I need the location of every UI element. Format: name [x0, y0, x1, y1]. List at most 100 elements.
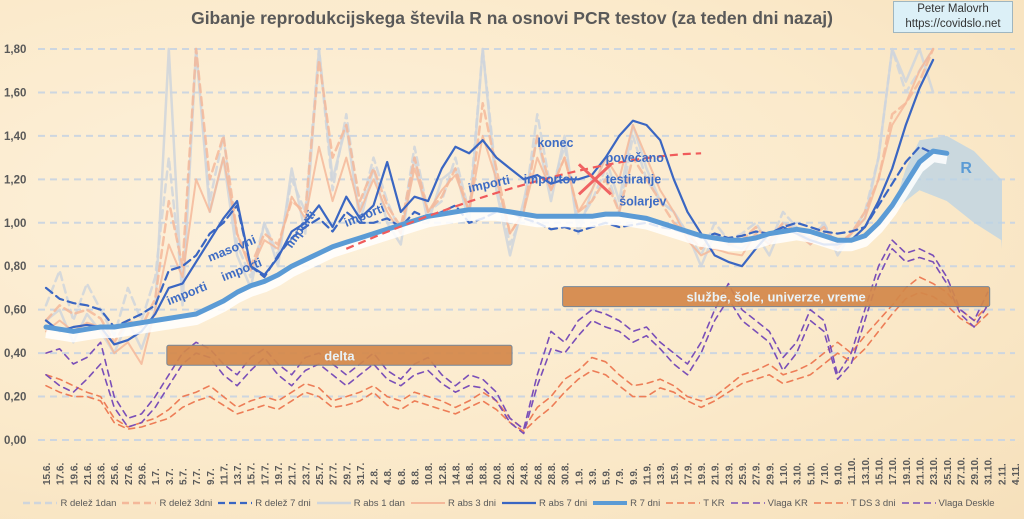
legend-label: T KR — [703, 497, 725, 509]
x-tick-label: 22.8. — [506, 463, 517, 485]
legend-label: R delež 7 dni — [255, 497, 311, 509]
y-tick-label: 1,40 — [4, 131, 26, 143]
series-line-vlaga-kr — [45, 239, 989, 430]
series-line-r-abs-7-dni — [44, 58, 935, 346]
x-tick-label: 7.7. — [192, 468, 203, 485]
legend-swatch-icon — [666, 502, 701, 504]
y-tick-label: 0,60 — [4, 305, 26, 317]
series-line-r-7-dni — [43, 148, 950, 334]
x-tick-label: 21.6. — [83, 463, 94, 485]
x-tick-label: 16.8. — [465, 463, 476, 485]
x-tick-label: 8.8. — [410, 468, 421, 485]
legend-swatch-icon — [730, 502, 765, 504]
legend-item[interactable]: R delež 7 dni — [218, 497, 311, 509]
x-tick-label: 27.6. — [124, 463, 135, 485]
x-tick-label: 18.8. — [479, 463, 490, 485]
annotation-label: konec — [537, 136, 573, 150]
annotation-box-label: službe, šole, univerze, vreme — [687, 290, 866, 305]
x-tick-label: 6.8. — [397, 468, 408, 485]
x-tick-label: 3.10. — [793, 463, 804, 485]
legend-swatch-icon — [813, 502, 848, 504]
legend-item[interactable]: Vlaga Deskle — [901, 497, 995, 509]
chart-area: 0,00 0,20 0,40 0,60 0,80 1,00 1,20 1,40 1,60 1,80… — [4, 44, 1022, 485]
y-tick-label: 1,00 — [4, 218, 26, 230]
x-tick-label: 28.8. — [547, 463, 558, 485]
x-tick-label: 15.9. — [670, 463, 681, 485]
x-tick-label: 17.7. — [260, 463, 271, 485]
x-tick-label: 15.6. — [42, 463, 53, 485]
x-tick-label: 13.9. — [656, 463, 667, 485]
x-tick-label: 11.9. — [643, 463, 654, 485]
x-tick-label: 7.10. — [820, 463, 831, 485]
x-tick-label: 24.8. — [520, 463, 531, 485]
x-tick-label: 9.7. — [206, 468, 217, 485]
x-tick-label: 2.11. — [997, 463, 1008, 485]
credit-box: Peter Malovrh https://covidslo.net — [893, 1, 1013, 33]
legend-swatch-icon — [901, 502, 936, 504]
trend-line — [345, 152, 702, 250]
x-tick-label: 5.9. — [602, 468, 613, 485]
legend-label: Vlaga KR — [767, 497, 808, 509]
x-tick-label: 2.8. — [370, 468, 381, 485]
legend-label: R abs 7 dni — [539, 497, 588, 509]
x-tick-label: 15.7. — [247, 463, 258, 485]
cross-marker-icon — [577, 163, 612, 196]
x-tick-label: 21.7. — [288, 463, 299, 485]
y-tick-label: 1,20 — [4, 174, 26, 186]
x-tick-label: 4.11. — [1011, 463, 1022, 485]
x-tick-label: 20.8. — [492, 463, 503, 485]
legend-item[interactable]: R abs 1 dan — [316, 497, 405, 509]
x-tick-label: 1.10. — [779, 463, 790, 485]
x-tick-label: 21.10. — [915, 457, 926, 485]
legend-item[interactable]: T KR — [666, 497, 725, 509]
x-tick-label: 19.6. — [69, 463, 80, 485]
chart-title: Gibanje reprodukcijskega števila R na os… — [191, 8, 833, 28]
x-tick-label: 25.10. — [943, 457, 954, 485]
x-tick-label: 9.10. — [834, 463, 845, 485]
legend-item[interactable]: R abs 7 dni — [502, 498, 587, 509]
x-tick-label: 13.10. — [861, 457, 872, 485]
x-tick-label: 23.10. — [929, 457, 940, 485]
x-tick-label: 25.6. — [110, 463, 121, 485]
x-tick-label: 26.8. — [533, 463, 544, 485]
x-tick-label: 7.9. — [615, 468, 626, 485]
legend-swatch-icon — [593, 501, 628, 505]
legend-item[interactable]: Vlaga KR — [730, 497, 808, 509]
annotation-boxes: delta službe, šole, univerze, vreme — [166, 286, 991, 366]
x-tick-label: 30.8. — [561, 463, 572, 485]
legend-item[interactable]: R delež 1dan — [23, 498, 116, 509]
x-axis-ticks: 15.6. 17.6. 19.6. 21.6. 23.6. 25.6. 27.6. 29.6.… — [42, 457, 1022, 485]
legend-item[interactable]: R delež 3dni — [122, 498, 212, 509]
annotation-label: šolarjev — [619, 194, 666, 208]
legend-item[interactable]: T DS 3 dni — [813, 497, 896, 509]
x-tick-label: 25.7. — [315, 463, 326, 485]
x-tick-label: 3.9. — [588, 468, 599, 485]
annotation-label: testiranje — [606, 173, 662, 187]
legend-item[interactable]: R abs 3 dni — [410, 498, 496, 509]
annotation-box — [166, 344, 513, 366]
annotation-box-label: delta — [324, 348, 355, 363]
x-tick-label: 23.7. — [301, 463, 312, 485]
legend-label: R abs 1 dan — [353, 497, 405, 509]
x-tick-label: 19.7. — [274, 463, 285, 485]
x-tick-label: 3.7. — [165, 468, 176, 485]
x-tick-label: 10.8. — [424, 463, 435, 485]
annotation-label: R — [960, 160, 972, 177]
legend-label: Vlaga Deskle — [938, 497, 995, 509]
legend: R delež 1dan R delež 3dni R delež 7 dni R a… — [0, 495, 1024, 511]
legend-swatch-icon — [316, 501, 351, 505]
x-tick-label: 15.10. — [875, 457, 886, 485]
legend-label: T DS 3 dni — [850, 497, 896, 509]
legend-swatch-icon — [218, 501, 253, 505]
x-tick-label: 5.10. — [806, 463, 817, 485]
x-tick-label: 29.7. — [342, 463, 353, 485]
x-tick-label: 1.9. — [574, 468, 585, 485]
y-tick-label: 1,80 — [4, 44, 26, 56]
legend-item[interactable]: R 7 dni — [593, 498, 660, 509]
credit-author: Peter Malovrh — [917, 3, 989, 15]
x-tick-label: 13.7. — [233, 463, 244, 485]
legend-swatch-icon — [122, 501, 157, 505]
annotation-box — [562, 286, 991, 308]
credit-url[interactable]: https://covidslo.net — [905, 18, 1001, 30]
x-tick-label: 11.10. — [847, 458, 858, 485]
